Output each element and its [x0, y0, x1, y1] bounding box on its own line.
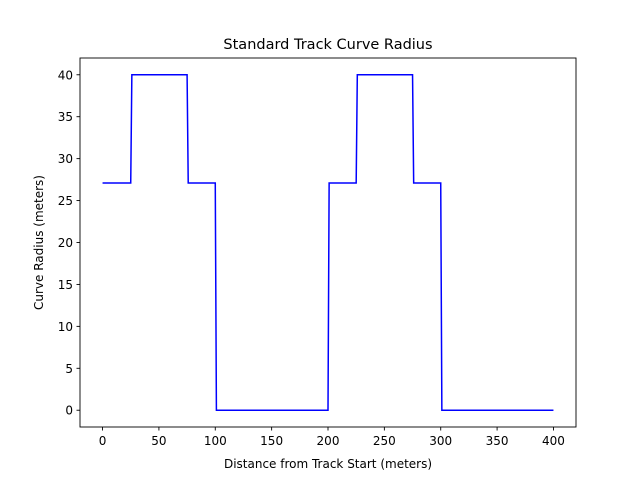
y-axis-label: Curve Radius (meters): [32, 175, 46, 310]
x-axis: 0 50 100 150 200 250 300 350 400: [99, 427, 565, 448]
x-axis-label: Distance from Track Start (meters): [224, 457, 432, 471]
x-tick-label: 300: [429, 434, 452, 448]
y-tick-label: 10: [58, 320, 73, 334]
y-axis: 0 5 10 15 20 25 30 35 40: [58, 68, 80, 418]
x-tick-label: 100: [204, 434, 227, 448]
y-tick-label: 40: [58, 68, 73, 82]
x-tick-label: 200: [317, 434, 340, 448]
x-tick-label: 150: [260, 434, 283, 448]
x-tick-label: 50: [151, 434, 166, 448]
x-tick-label: 400: [542, 434, 565, 448]
y-tick-label: 30: [58, 152, 73, 166]
x-tick-label: 350: [486, 434, 509, 448]
y-tick-label: 20: [58, 236, 73, 250]
series-line: [102, 74, 554, 411]
y-tick-label: 5: [65, 362, 73, 376]
x-tick-label: 250: [373, 434, 396, 448]
chart-title: Standard Track Curve Radius: [223, 37, 432, 53]
y-tick-label: 25: [58, 194, 73, 208]
y-tick-label: 15: [58, 278, 73, 292]
plot-area: [79, 57, 577, 428]
y-tick-label: 0: [65, 404, 73, 418]
x-tick-label: 0: [99, 434, 107, 448]
y-tick-label: 35: [58, 110, 73, 124]
